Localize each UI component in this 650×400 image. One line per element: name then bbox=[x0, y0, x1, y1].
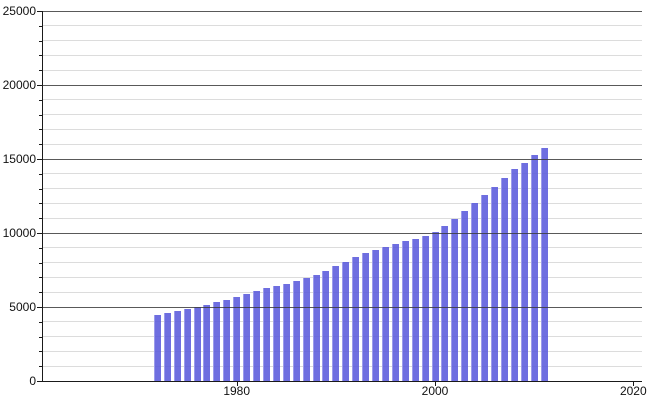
gridline-major bbox=[43, 10, 642, 12]
x-tick-label: 1980 bbox=[223, 384, 251, 398]
bar-1998 bbox=[411, 238, 419, 381]
bar-1991 bbox=[342, 261, 350, 381]
bar-2001 bbox=[441, 225, 449, 381]
y-major-tick bbox=[37, 381, 42, 382]
y-minor-tick bbox=[39, 262, 42, 264]
gridline-minor bbox=[43, 99, 642, 101]
y-minor-tick bbox=[39, 173, 42, 175]
bar-1982 bbox=[253, 291, 261, 381]
y-axis bbox=[42, 11, 43, 382]
bar-1999 bbox=[421, 235, 429, 381]
y-major-tick bbox=[37, 11, 42, 12]
y-minor-tick bbox=[39, 40, 42, 42]
bar-1978 bbox=[213, 302, 221, 381]
gridline-major bbox=[43, 232, 642, 234]
gridline-minor bbox=[43, 173, 642, 175]
bar-1996 bbox=[391, 243, 399, 381]
y-major-tick bbox=[37, 85, 42, 86]
bar-1983 bbox=[262, 288, 270, 381]
x-tick bbox=[435, 382, 436, 386]
gridline-minor bbox=[43, 69, 642, 71]
bar-1997 bbox=[401, 241, 409, 381]
y-minor-tick bbox=[39, 99, 42, 101]
y-minor-tick bbox=[39, 321, 42, 323]
gridline-minor bbox=[43, 128, 642, 130]
x-tick bbox=[633, 382, 635, 386]
bar-1977 bbox=[203, 304, 211, 381]
y-minor-tick bbox=[39, 292, 42, 294]
gridline-minor bbox=[43, 188, 642, 190]
y-minor-tick bbox=[39, 366, 42, 368]
bar-1989 bbox=[322, 270, 330, 381]
gridline-minor bbox=[43, 143, 642, 145]
bar-1990 bbox=[332, 266, 340, 381]
bar-1988 bbox=[312, 274, 320, 381]
bar-1994 bbox=[372, 250, 379, 381]
y-minor-tick bbox=[39, 351, 42, 353]
y-tick-label: 0 bbox=[29, 374, 36, 388]
y-tick-label: 10000 bbox=[2, 226, 36, 240]
bar-1995 bbox=[381, 246, 389, 381]
gridline-minor bbox=[43, 25, 642, 27]
gridline-minor bbox=[43, 217, 642, 219]
gridline-major bbox=[43, 158, 642, 160]
bar-2010 bbox=[530, 154, 538, 381]
bar-2003 bbox=[461, 210, 469, 381]
y-tick-label: 20000 bbox=[2, 78, 36, 92]
y-minor-tick bbox=[39, 247, 42, 249]
bar-2006 bbox=[490, 187, 498, 381]
bar-1976 bbox=[193, 307, 201, 381]
bar-1993 bbox=[362, 253, 370, 381]
bar-1973 bbox=[163, 313, 171, 381]
y-minor-tick bbox=[39, 70, 42, 72]
y-minor-tick bbox=[39, 277, 42, 279]
bar-1974 bbox=[173, 310, 181, 381]
x-tick-label: 2020 bbox=[619, 384, 647, 398]
y-minor-tick bbox=[39, 203, 42, 205]
y-minor-tick bbox=[39, 188, 42, 190]
y-major-tick bbox=[37, 307, 42, 308]
bar-1979 bbox=[223, 299, 231, 381]
gridline-minor bbox=[43, 114, 642, 116]
gridline-minor bbox=[43, 54, 642, 56]
bar-2005 bbox=[481, 195, 489, 381]
x-tick bbox=[236, 382, 238, 386]
gridline-minor bbox=[43, 247, 642, 249]
x-axis bbox=[42, 381, 642, 382]
x-tick-label: 2000 bbox=[421, 384, 449, 398]
gridline-major bbox=[43, 84, 642, 86]
bar-1975 bbox=[183, 308, 191, 381]
y-major-tick bbox=[37, 159, 42, 160]
bar-2002 bbox=[451, 218, 459, 381]
bar-2000 bbox=[431, 231, 439, 381]
bar-2008 bbox=[510, 169, 518, 381]
bar-1972 bbox=[153, 315, 161, 381]
y-minor-tick bbox=[39, 144, 42, 146]
bar-2007 bbox=[500, 178, 508, 381]
bar-2009 bbox=[520, 162, 528, 381]
y-minor-tick bbox=[39, 336, 42, 338]
bar-1981 bbox=[243, 294, 251, 381]
y-tick-label: 25000 bbox=[2, 4, 36, 18]
bar-1985 bbox=[282, 283, 290, 381]
bar-2004 bbox=[471, 203, 479, 381]
y-minor-tick bbox=[39, 25, 42, 27]
gridline-minor bbox=[43, 40, 642, 42]
y-tick-label: 5000 bbox=[9, 300, 36, 314]
y-minor-tick bbox=[39, 218, 42, 220]
gridline-major bbox=[43, 306, 642, 308]
bar-1992 bbox=[352, 256, 360, 381]
bar-1987 bbox=[302, 278, 310, 381]
bar-1986 bbox=[292, 280, 300, 381]
y-minor-tick bbox=[39, 55, 42, 57]
bar-2011 bbox=[540, 147, 548, 381]
y-minor-tick bbox=[39, 114, 42, 116]
y-major-tick bbox=[37, 233, 42, 234]
bar-1980 bbox=[233, 297, 241, 381]
gridline-minor bbox=[43, 202, 642, 204]
bar-1984 bbox=[272, 285, 280, 381]
y-tick-label: 15000 bbox=[2, 152, 36, 166]
y-minor-tick bbox=[39, 129, 42, 131]
